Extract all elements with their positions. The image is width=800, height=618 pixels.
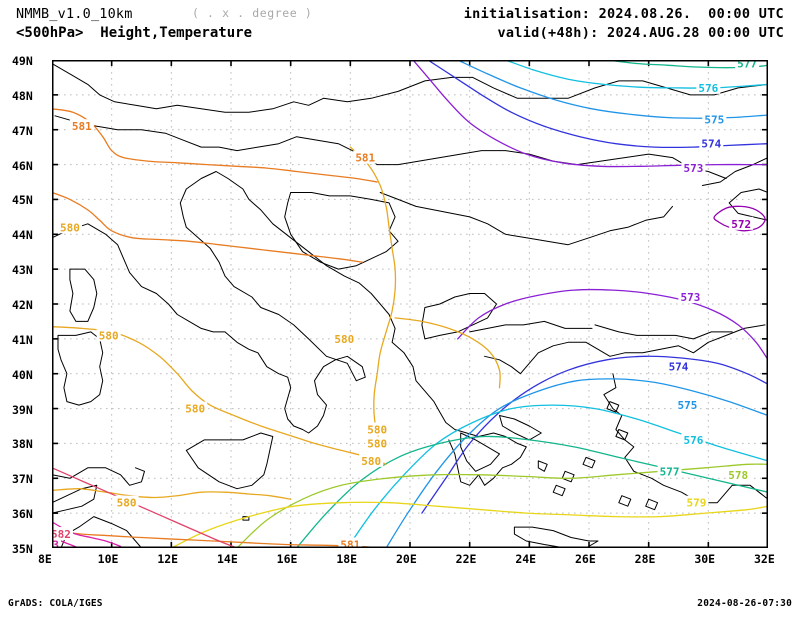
y-axis-tick-36N: 36N bbox=[12, 507, 33, 522]
x-axis-tick-32E: 32E bbox=[754, 552, 775, 566]
contour-label-572: 572 bbox=[731, 218, 751, 231]
y-axis-tick-47N: 47N bbox=[12, 123, 33, 138]
x-axis-tick-22E: 22E bbox=[455, 552, 477, 566]
contour-label-580: 580 bbox=[185, 403, 205, 416]
y-axis-tick-37N: 37N bbox=[12, 472, 33, 487]
contour-label-573: 573 bbox=[680, 291, 700, 304]
x-axis-tick-8E: 8E bbox=[38, 552, 52, 566]
chart-header: NMMB_v1.0_10km <500hPa> Height,Temperatu… bbox=[0, 0, 800, 56]
y-axis-tick-44N: 44N bbox=[12, 228, 33, 243]
contour-map-svg: 577 576 575 574 573 572 573 574 575 576 577 578 579 5… bbox=[52, 60, 768, 548]
x-axis-tick-24E: 24E bbox=[515, 552, 537, 566]
y-axis-tick-42N: 42N bbox=[12, 298, 33, 312]
contour-label-580: 580 bbox=[334, 333, 354, 346]
contour-label-580: 580 bbox=[99, 329, 119, 342]
x-axis-tick-18E: 18E bbox=[336, 552, 358, 566]
grads-credit: GrADS: COLA/IGES bbox=[8, 598, 103, 609]
plot-background bbox=[52, 60, 768, 548]
contour-label-579: 579 bbox=[686, 497, 706, 510]
y-axis-tick-46N: 46N bbox=[12, 158, 33, 173]
contour-label-580: 580 bbox=[367, 423, 387, 436]
contour-label-580: 580 bbox=[117, 497, 137, 510]
x-axis-tick-20E: 20E bbox=[396, 552, 417, 566]
y-axis-tick-43N: 43N bbox=[12, 263, 33, 278]
contour-label-581: 581 bbox=[355, 152, 375, 165]
y-axis-tick-39N: 39N bbox=[12, 402, 33, 417]
contour-label-575: 575 bbox=[678, 399, 698, 412]
contour-label-580: 580 bbox=[60, 221, 80, 234]
contour-label-574: 574 bbox=[669, 361, 689, 374]
contour-label-581: 581 bbox=[72, 120, 92, 133]
coastlines-layer bbox=[52, 63, 768, 548]
degree-note: ( . x . degree ) bbox=[192, 6, 313, 20]
contour-label-574: 574 bbox=[701, 138, 721, 151]
initialisation-time: initialisation: 2024.08.26. 00:00 UTC bbox=[463, 6, 784, 22]
contour-label-575: 575 bbox=[704, 113, 724, 126]
y-axis-tick-38N: 38N bbox=[12, 437, 33, 452]
y-axis-tick-49N: 49N bbox=[12, 54, 33, 68]
field-title: <500hPa> Height,Temperature bbox=[16, 25, 253, 41]
map-plot-area: 577 576 575 574 573 572 573 574 575 576 577 578 579 5… bbox=[52, 60, 768, 548]
contour-label-577: 577 bbox=[737, 60, 757, 70]
y-axis-tick-45N: 45N bbox=[12, 193, 33, 208]
x-axis-tick-26E: 26E bbox=[575, 552, 596, 566]
contour-label-581: 581 bbox=[340, 539, 360, 548]
x-axis-tick-10E: 10E bbox=[97, 552, 119, 566]
render-timestamp: 2024-08-26-07:30 bbox=[697, 598, 792, 609]
y-axis-tick-48N: 48N bbox=[12, 88, 33, 103]
y-axis-tick-41N: 41N bbox=[12, 332, 33, 347]
contour-label-580: 580 bbox=[361, 455, 381, 468]
contour-label-578: 578 bbox=[728, 469, 748, 482]
y-axis-tick-35N: 35N bbox=[12, 542, 33, 556]
contour-label-576: 576 bbox=[698, 82, 718, 95]
contour-labels: 577 576 575 574 573 572 573 574 575 576 577 578 579 5… bbox=[52, 60, 760, 548]
x-axis-tick-28E: 28E bbox=[634, 552, 656, 566]
valid-time: valid(+48h): 2024.AUG.28 00:00 UTC bbox=[497, 25, 784, 41]
model-title: NMMB_v1.0_10km bbox=[16, 6, 133, 22]
contour-label-580: 580 bbox=[367, 437, 387, 450]
x-axis-tick-30E: 30E bbox=[694, 552, 716, 566]
contour-layer bbox=[52, 60, 768, 548]
contour-label-577: 577 bbox=[660, 465, 680, 478]
header-right-block: initialisation: 2024.08.26. 00:00 UTC va… bbox=[440, 5, 784, 43]
contour-label-576: 576 bbox=[683, 434, 703, 447]
x-axis-tick-14E: 14E bbox=[217, 552, 238, 566]
contour-label-583: 583 bbox=[52, 539, 59, 548]
x-axis-tick-16E: 16E bbox=[276, 552, 298, 566]
x-axis-tick-12E: 12E bbox=[157, 552, 179, 566]
header-left-block: NMMB_v1.0_10km <500hPa> Height,Temperatu… bbox=[16, 5, 252, 43]
contour-label-573: 573 bbox=[683, 162, 703, 175]
y-axis-tick-40N: 40N bbox=[12, 367, 33, 382]
